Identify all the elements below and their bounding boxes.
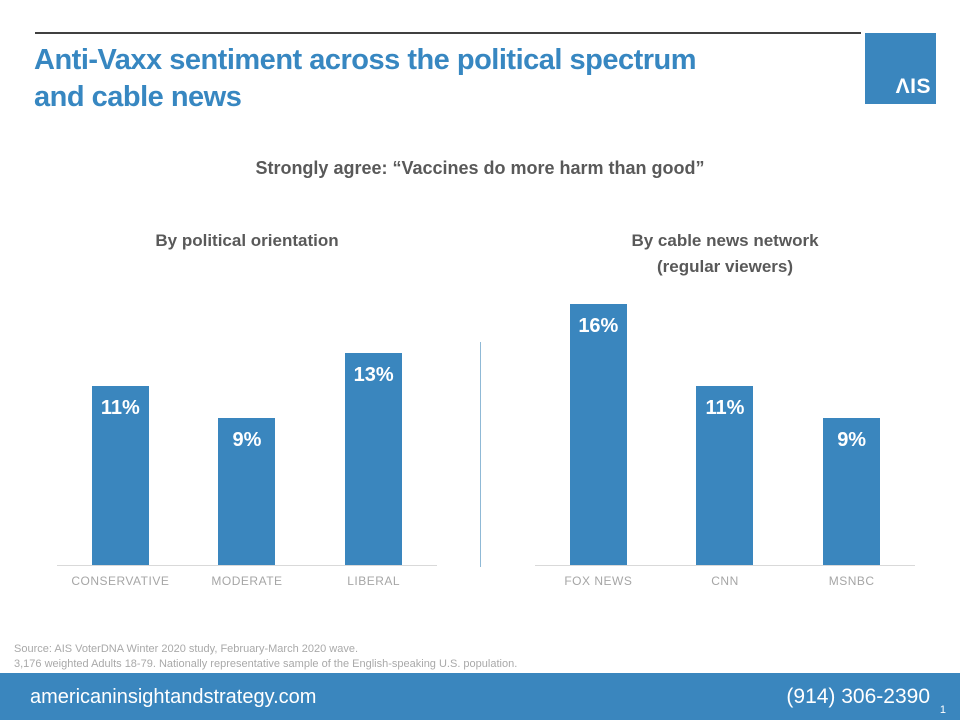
political-orientation-chart: 11% CONSERVATIVE 9% MODERATE 13% LIBERAL [57,304,437,588]
ais-logo-text: ΛIS [895,75,931,98]
x-axis-label: FOX NEWS [564,574,633,588]
x-axis-label: CNN [711,574,739,588]
bar-liberal: 13% [345,353,403,565]
x-axis-label: LIBERAL [347,574,401,588]
right-chart-title: By cable news network (regular viewers) [535,228,915,280]
bar-value-label: 13% [353,364,394,386]
right-chart-title-line-1: By cable news network [631,231,819,250]
source-line-1: Source: AIS VoterDNA Winter 2020 study, … [14,643,359,655]
bar-column: 9% MSNBC [823,418,881,588]
cable-news-chart: 16% FOX NEWS 11% CNN 9% MSNBC [535,304,915,588]
source-line-2: 3,176 weighted Adults 18-79. Nationally … [14,658,518,670]
page-number: 1 [939,704,946,716]
bar-moderate: 9% [218,418,276,565]
x-axis-label: CONSERVATIVE [71,574,170,588]
bar-cnn: 11% [696,386,754,565]
x-axis-label: MSNBC [828,574,875,588]
bar-column: 11% CNN [696,386,754,588]
bar-value-label: 11% [705,397,745,419]
bar-value-label: 9% [837,429,867,451]
left-chart-title-line: By political orientation [155,231,339,250]
bar-msnbc: 9% [823,418,881,565]
page-title-line-1: Anti-Vaxx sentiment across the political… [34,44,697,76]
bar-fox-news: 16% [569,304,627,565]
source-note: Source: AIS VoterDNA Winter 2020 study, … [14,642,517,672]
bar-conservative: 11% [91,386,149,565]
bar-value-label: 11% [100,397,140,419]
footer-website: americaninsightandstrategy.com [30,686,317,708]
bar-column: 13% LIBERAL [345,353,403,588]
right-chart-title-line-2: (regular viewers) [656,257,794,276]
chart-divider-line [480,342,481,567]
bar-column: 11% CONSERVATIVE [71,386,169,588]
slide-subtitle: Strongly agree: “Vaccines do more harm t… [255,158,705,178]
page-title-line-2: and cable news [34,81,242,113]
x-axis-label: MODERATE [211,574,283,588]
footer-bar: americaninsightandstrategy.com (914) 306… [0,673,960,720]
bar-value-label: 9% [232,429,262,451]
bar-value-label: 16% [578,315,619,337]
page-title: Anti-Vaxx sentiment across the political… [34,42,824,116]
footer-phone: (914) 306-2390 [786,685,930,708]
bar-column: 16% FOX NEWS [564,304,632,588]
left-chart-title: By political orientation [57,228,437,254]
ais-logo: ΛIS [865,33,936,104]
bar-column: 9% MODERATE [211,418,282,588]
header-rule [35,32,861,34]
